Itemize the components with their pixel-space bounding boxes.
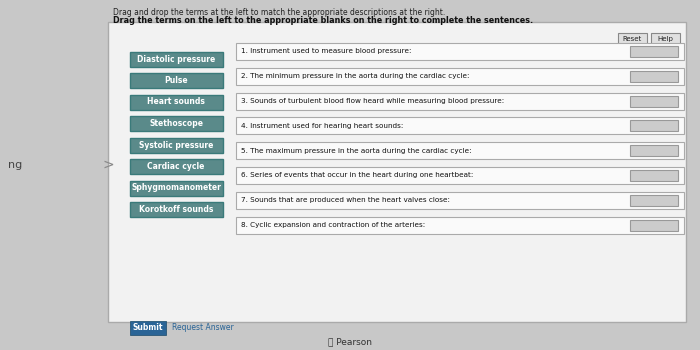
Text: Systolic pressure: Systolic pressure bbox=[139, 140, 214, 149]
FancyBboxPatch shape bbox=[236, 167, 684, 184]
Text: >: > bbox=[103, 158, 115, 172]
Text: 7. Sounds that are produced when the heart valves close:: 7. Sounds that are produced when the hea… bbox=[241, 197, 450, 203]
FancyBboxPatch shape bbox=[650, 33, 680, 46]
FancyBboxPatch shape bbox=[617, 33, 647, 46]
Text: ng: ng bbox=[8, 160, 22, 170]
FancyBboxPatch shape bbox=[236, 93, 684, 110]
FancyBboxPatch shape bbox=[130, 51, 223, 66]
Text: Sphygmomanometer: Sphygmomanometer bbox=[131, 183, 221, 192]
Text: Reset: Reset bbox=[622, 36, 642, 42]
FancyBboxPatch shape bbox=[130, 181, 223, 196]
Text: Ⓟ Pearson: Ⓟ Pearson bbox=[328, 337, 372, 346]
FancyBboxPatch shape bbox=[630, 195, 678, 206]
Text: 1. Instrument used to measure blood pressure:: 1. Instrument used to measure blood pres… bbox=[241, 49, 412, 55]
FancyBboxPatch shape bbox=[130, 116, 223, 131]
Text: Cardiac cycle: Cardiac cycle bbox=[147, 162, 204, 171]
Text: 8. Cyclic expansion and contraction of the arteries:: 8. Cyclic expansion and contraction of t… bbox=[241, 222, 426, 228]
Text: 5. The maximum pressure in the aorta during the cardiac cycle:: 5. The maximum pressure in the aorta dur… bbox=[241, 148, 472, 154]
Text: 3. Sounds of turbulent blood flow heard while measuring blood pressure:: 3. Sounds of turbulent blood flow heard … bbox=[241, 98, 504, 104]
FancyBboxPatch shape bbox=[130, 73, 223, 88]
FancyBboxPatch shape bbox=[630, 46, 678, 57]
FancyBboxPatch shape bbox=[130, 202, 223, 217]
FancyBboxPatch shape bbox=[236, 142, 684, 159]
FancyBboxPatch shape bbox=[236, 68, 684, 85]
Text: Drag the terms on the left to the appropriate blanks on the right to complete th: Drag the terms on the left to the approp… bbox=[113, 16, 533, 25]
Text: Request Answer: Request Answer bbox=[172, 323, 234, 332]
Text: Stethoscope: Stethoscope bbox=[149, 119, 203, 128]
Text: Pulse: Pulse bbox=[164, 76, 188, 85]
FancyBboxPatch shape bbox=[630, 71, 678, 82]
FancyBboxPatch shape bbox=[630, 219, 678, 231]
FancyBboxPatch shape bbox=[236, 192, 684, 209]
FancyBboxPatch shape bbox=[130, 94, 223, 110]
Text: Submit: Submit bbox=[132, 323, 162, 332]
Text: 4. Instrument used for hearing heart sounds:: 4. Instrument used for hearing heart sou… bbox=[241, 123, 403, 129]
FancyBboxPatch shape bbox=[630, 145, 678, 156]
Text: Drag and drop the terms at the left to match the appropriate descriptions at the: Drag and drop the terms at the left to m… bbox=[113, 8, 445, 17]
FancyBboxPatch shape bbox=[130, 138, 223, 153]
Text: Korotkoff sounds: Korotkoff sounds bbox=[139, 205, 214, 214]
Text: 6. Series of events that occur in the heart during one heartbeat:: 6. Series of events that occur in the he… bbox=[241, 173, 473, 179]
Text: 2. The minimum pressure in the aorta during the cardiac cycle:: 2. The minimum pressure in the aorta dur… bbox=[241, 73, 470, 79]
FancyBboxPatch shape bbox=[108, 22, 686, 322]
Text: Help: Help bbox=[657, 36, 673, 42]
Text: Heart sounds: Heart sounds bbox=[147, 98, 205, 106]
FancyBboxPatch shape bbox=[630, 170, 678, 181]
FancyBboxPatch shape bbox=[130, 159, 223, 174]
FancyBboxPatch shape bbox=[630, 96, 678, 107]
FancyBboxPatch shape bbox=[130, 321, 165, 335]
Text: Diastolic pressure: Diastolic pressure bbox=[137, 55, 215, 63]
FancyBboxPatch shape bbox=[236, 217, 684, 233]
FancyBboxPatch shape bbox=[236, 117, 684, 134]
FancyBboxPatch shape bbox=[630, 120, 678, 131]
FancyBboxPatch shape bbox=[236, 43, 684, 60]
